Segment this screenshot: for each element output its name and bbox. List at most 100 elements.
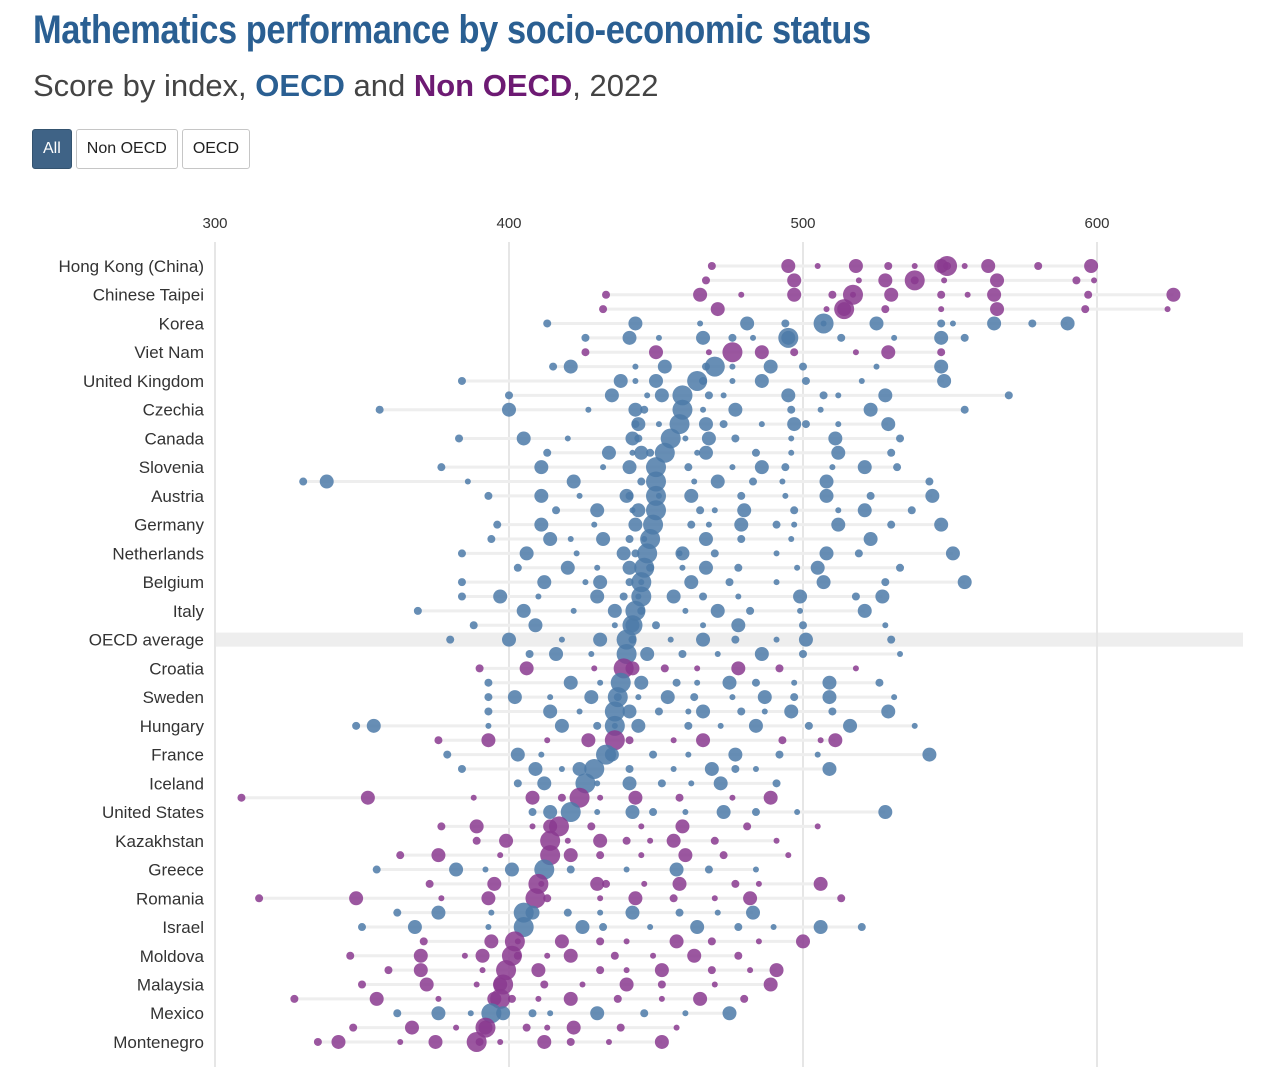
data-point — [472, 836, 481, 845]
data-point — [773, 636, 780, 643]
data-point — [787, 417, 802, 432]
filter-all-button[interactable]: All — [32, 129, 72, 169]
data-point — [887, 448, 896, 457]
country-label: Sweden — [143, 688, 204, 707]
data-point — [746, 905, 761, 920]
data-point — [563, 359, 578, 374]
data-point — [544, 1024, 551, 1031]
data-point — [813, 876, 828, 891]
data-point — [313, 1037, 322, 1046]
total-point — [646, 471, 666, 492]
data-point — [593, 632, 608, 647]
data-point — [700, 622, 707, 629]
data-point — [538, 751, 545, 758]
data-point — [828, 290, 837, 299]
total-point — [540, 830, 561, 851]
data-point — [734, 923, 743, 932]
data-point — [773, 579, 780, 586]
country-label: Viet Nam — [134, 343, 204, 362]
subtitle-and: and — [344, 68, 414, 103]
filter-oecd-button[interactable]: OECD — [181, 129, 251, 169]
data-point — [852, 349, 859, 356]
data-point — [934, 359, 949, 374]
data-point — [564, 435, 571, 442]
data-point — [696, 330, 711, 345]
data-point — [1166, 287, 1181, 302]
data-point — [543, 704, 558, 719]
data-point — [1091, 277, 1098, 284]
total-point — [842, 284, 863, 305]
data-point — [773, 550, 780, 557]
data-point — [710, 474, 725, 489]
data-point — [537, 1034, 552, 1049]
data-point — [558, 636, 565, 643]
data-point — [649, 345, 663, 360]
data-point — [540, 980, 549, 989]
data-point — [787, 287, 802, 302]
x-tick-label: 400 — [496, 215, 521, 232]
data-point — [563, 675, 578, 690]
total-point — [560, 802, 581, 823]
data-point — [794, 564, 801, 571]
data-point — [837, 894, 846, 903]
data-point — [602, 879, 611, 888]
data-point — [696, 733, 711, 748]
data-point — [449, 862, 464, 877]
subtitle-suffix: , 2022 — [572, 68, 659, 103]
data-point — [657, 779, 666, 788]
data-point — [654, 388, 669, 403]
data-point — [654, 707, 663, 716]
data-point — [790, 506, 799, 515]
data-point — [858, 377, 865, 384]
data-point — [584, 690, 599, 705]
data-point — [628, 402, 643, 417]
data-point — [481, 733, 496, 748]
data-point — [701, 276, 710, 285]
data-point — [857, 460, 872, 475]
filter-nonoecd-button[interactable]: Non OECD — [75, 129, 178, 169]
data-point — [640, 646, 655, 661]
data-point — [616, 546, 631, 561]
data-point — [628, 316, 643, 331]
data-point — [443, 750, 452, 759]
data-point — [878, 273, 893, 288]
data-point — [711, 981, 718, 988]
data-point — [882, 622, 889, 629]
data-point — [384, 966, 393, 975]
total-point — [704, 356, 725, 377]
data-point — [1081, 305, 1090, 314]
data-point — [937, 373, 952, 388]
data-point — [622, 560, 637, 575]
data-point — [672, 678, 681, 687]
data-point — [690, 920, 705, 935]
data-point — [678, 848, 693, 863]
data-point — [650, 952, 657, 959]
data-point — [698, 445, 713, 460]
data-point — [537, 776, 552, 791]
x-tick-label: 600 — [1084, 215, 1109, 232]
data-point — [487, 535, 496, 544]
data-point — [734, 951, 743, 960]
data-point — [881, 345, 896, 360]
data-point — [644, 392, 651, 399]
data-point — [525, 790, 540, 805]
total-point — [513, 902, 534, 923]
data-point — [704, 391, 713, 400]
data-point — [375, 405, 384, 414]
data-point — [754, 373, 769, 388]
country-label: Czechia — [143, 401, 205, 420]
data-point — [485, 722, 492, 729]
data-point — [544, 737, 551, 744]
data-point — [817, 737, 824, 744]
data-point — [779, 478, 786, 485]
total-point — [778, 327, 799, 348]
data-point — [816, 575, 831, 590]
country-label: Canada — [144, 429, 204, 448]
data-point — [670, 737, 677, 744]
data-point — [475, 664, 484, 673]
data-point — [881, 704, 896, 719]
data-point — [699, 592, 708, 601]
data-point — [685, 751, 692, 758]
data-point — [638, 852, 645, 859]
data-point — [628, 517, 643, 532]
